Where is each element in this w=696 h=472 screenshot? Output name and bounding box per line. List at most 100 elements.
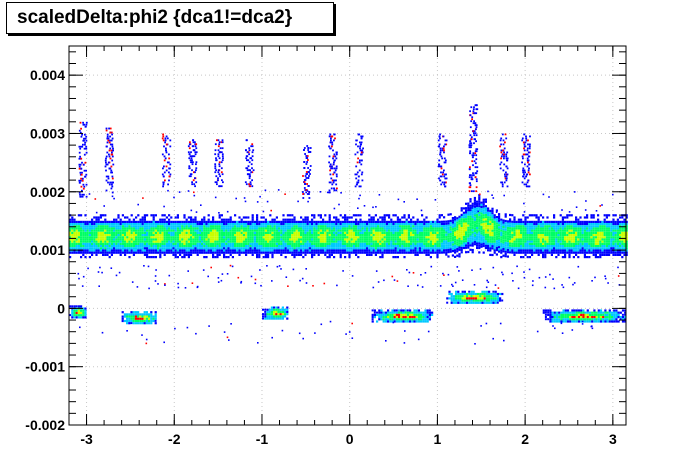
heatmap-cell <box>176 249 179 252</box>
heatmap-cell <box>223 220 226 223</box>
heatmap-cell <box>566 225 569 228</box>
heatmap-cell <box>561 256 564 259</box>
heatmap-cell <box>97 251 100 254</box>
heatmap-cell <box>267 249 270 252</box>
heatmap-cell <box>352 242 355 245</box>
heatmap-cell <box>319 245 322 248</box>
heatmap-cell <box>220 247 223 250</box>
heatmap-cell <box>559 247 562 250</box>
heatmap-cell <box>363 238 366 241</box>
heatmap-cell <box>108 225 111 228</box>
heatmap-cell <box>188 153 191 156</box>
heatmap-cell <box>359 159 361 162</box>
heatmap-cell <box>537 240 540 243</box>
heatmap-cell <box>603 238 606 241</box>
heatmap-cell <box>205 220 208 223</box>
heatmap-cell <box>504 244 507 247</box>
heatmap-cell <box>621 256 624 259</box>
heatmap-cell <box>104 229 107 232</box>
heatmap-cell <box>506 224 509 227</box>
heatmap-cell <box>250 171 253 174</box>
heatmap-cell <box>535 216 538 219</box>
heatmap-cell <box>363 247 366 250</box>
heatmap-cell <box>80 157 83 160</box>
heatmap-cell <box>238 225 241 228</box>
heatmap-cell <box>570 225 573 228</box>
heatmap-cell <box>377 242 380 245</box>
heatmap-cell <box>583 256 586 259</box>
heatmap-cell <box>174 242 177 245</box>
heatmap-cell <box>605 216 608 219</box>
heatmap-cell <box>302 236 305 239</box>
heatmap-cell <box>319 249 322 252</box>
heatmap-cell <box>181 251 184 254</box>
heatmap-cell <box>489 214 492 217</box>
heatmap-cell <box>355 173 358 176</box>
heatmap-cell <box>443 244 446 247</box>
heatmap-cell <box>443 227 446 230</box>
heatmap-cell <box>506 222 509 225</box>
heatmap-cell <box>537 231 540 234</box>
heatmap-cell <box>119 253 122 256</box>
heatmap-cell <box>487 218 490 221</box>
heatmap-cell <box>390 234 393 237</box>
heatmap-cell <box>194 153 197 156</box>
heatmap-cell <box>443 220 446 223</box>
heatmap-cell <box>524 229 527 232</box>
heatmap-cell <box>539 227 542 230</box>
heatmap-cell <box>564 216 567 219</box>
heatmap-cell <box>379 225 382 228</box>
heatmap-cell <box>80 214 83 217</box>
heatmap-cell <box>526 231 529 234</box>
heatmap-cell <box>476 235 479 238</box>
heatmap-cell <box>80 231 83 234</box>
heatmap-cell <box>588 229 591 232</box>
heatmap-cell <box>504 230 507 234</box>
heatmap-cell <box>247 251 250 254</box>
heatmap-cell <box>335 183 338 186</box>
heatmap-cell <box>218 161 221 164</box>
heatmap-cell <box>370 242 373 245</box>
heatmap-cell <box>377 229 380 232</box>
heatmap-cell <box>161 249 164 252</box>
heatmap-cell <box>214 227 217 230</box>
heatmap-cell <box>251 220 254 223</box>
heatmap-cell <box>429 247 432 250</box>
heatmap-cell <box>436 247 439 250</box>
heatmap-cell <box>550 253 553 256</box>
heatmap-cell <box>196 253 199 256</box>
heatmap-cell <box>605 240 608 243</box>
heatmap-cell <box>590 249 593 252</box>
heatmap-cell <box>189 159 192 162</box>
heatmap-cell <box>93 225 96 228</box>
heatmap-cell <box>110 225 113 228</box>
heatmap-cell <box>460 249 463 252</box>
heatmap-cell <box>162 175 165 178</box>
heatmap-cell <box>511 225 514 228</box>
heatmap-cell <box>546 249 549 252</box>
heatmap-cell <box>132 234 135 237</box>
heatmap-cell <box>187 151 190 154</box>
heatmap-cell <box>440 229 443 232</box>
heatmap-cell <box>82 121 84 124</box>
heatmap-cell <box>363 220 366 223</box>
heatmap-cell <box>126 245 129 248</box>
heatmap-cell <box>403 223 406 226</box>
heatmap-cell <box>249 249 252 252</box>
heatmap-cell <box>360 151 363 154</box>
heatmap-cell <box>148 242 151 245</box>
heatmap-cell <box>374 249 377 252</box>
heatmap-cell <box>165 240 168 243</box>
heatmap-cell <box>297 231 300 234</box>
heatmap-cell <box>194 177 196 180</box>
heatmap-cell <box>553 242 556 245</box>
heatmap-cell <box>361 225 364 228</box>
heatmap-cell <box>130 214 133 217</box>
heatmap-cell <box>121 229 124 232</box>
heatmap-cell <box>216 236 219 239</box>
heatmap-cell <box>465 211 468 214</box>
heatmap-cell <box>592 223 595 226</box>
heatmap-cell <box>346 229 349 232</box>
heatmap-cell <box>278 251 281 254</box>
heatmap-cell <box>183 234 186 237</box>
